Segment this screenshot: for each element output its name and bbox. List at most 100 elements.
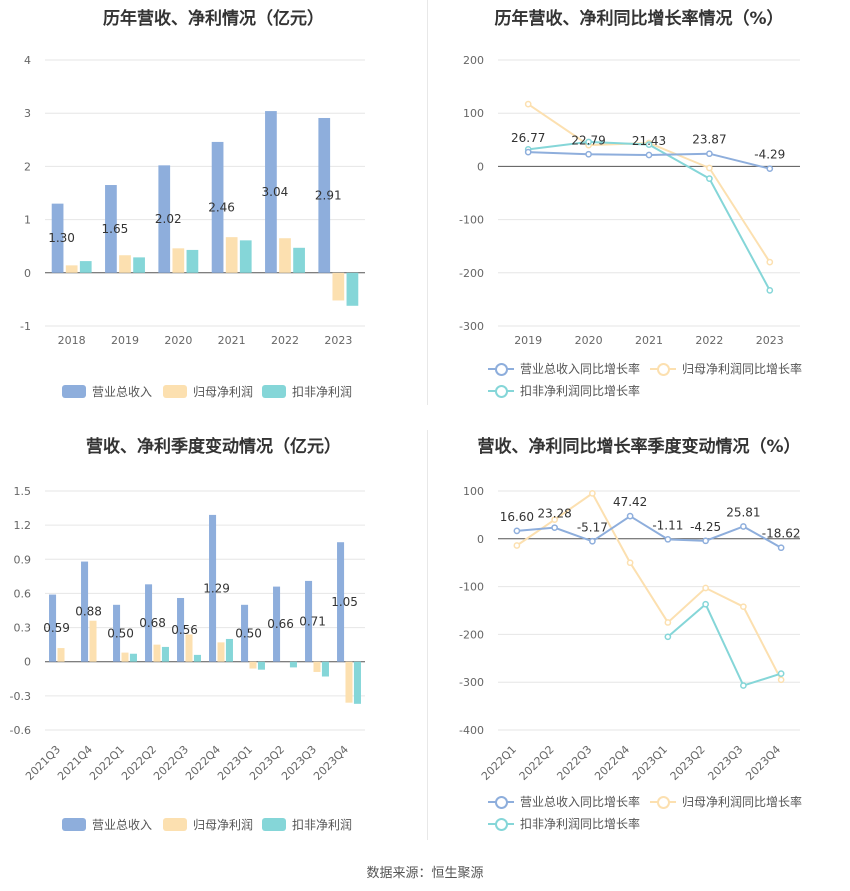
y-tick-label: 0.6 [14, 587, 32, 600]
chart-title: 营收、净利季度变动情况（亿元） [86, 437, 341, 457]
data-point [664, 535, 672, 543]
x-tick-label: 2023Q4 [743, 743, 783, 783]
bar-revenue [49, 594, 57, 662]
bar-revenue [273, 586, 281, 662]
legend-label: 归母净利润同比增长率 [682, 362, 803, 376]
data-point [524, 100, 532, 108]
data-point [524, 148, 532, 156]
y-tick-label: -0.3 [10, 690, 31, 703]
data-point [706, 175, 713, 182]
legend-label: 归母净利润 [193, 818, 254, 832]
y-tick-label: 2 [24, 160, 31, 173]
x-tick-label: 2023Q2 [668, 743, 708, 783]
legend-label: 扣非净利润同比增长率 [520, 384, 641, 398]
chart-legend: 营业总收入同比增长率 归母净利润同比增长率 扣非净利润同比增长率 [428, 360, 850, 400]
bar-nonrecurring-profit [129, 653, 137, 662]
legend-item-nonrecurring-profit[interactable]: 扣非净利润 [262, 816, 352, 833]
bar-revenue [305, 580, 313, 662]
data-point [513, 527, 521, 535]
data-label: 0.59 [43, 621, 70, 635]
data-point [740, 523, 747, 530]
y-tick-label: 100 [463, 107, 484, 120]
bar-revenue [265, 111, 277, 273]
bar-revenue [211, 141, 224, 273]
y-tick-label: 0 [477, 160, 484, 173]
legend-item-nonrecurring-growth[interactable]: 扣非净利润同比增长率 [488, 382, 640, 399]
bar-nonrecurring-profit [133, 257, 145, 273]
legend-item-parent-profit[interactable]: 归母净利润 [163, 383, 253, 400]
chart-title: 历年营收、净利情况（亿元） [103, 9, 324, 29]
x-tick-label: 2022Q2 [517, 743, 557, 783]
data-point [645, 151, 653, 159]
y-tick-label: 100 [463, 485, 484, 498]
bar-revenue [177, 597, 185, 662]
bar-parent-profit [313, 661, 321, 672]
chart-title: 营收、净利同比增长率季度变动情况（%） [477, 437, 801, 457]
legend-item-revenue-growth[interactable]: 营业总收入同比增长率 [488, 360, 640, 377]
x-tick-label: 2023Q1 [630, 743, 670, 783]
chart-legend: 营业总收入 归母净利润 扣非净利润 [0, 816, 427, 832]
data-point [777, 676, 785, 684]
data-point [551, 516, 558, 524]
bar-revenue [113, 604, 121, 662]
data-point [766, 165, 774, 173]
legend-swatch [488, 384, 514, 398]
data-point [702, 600, 709, 608]
x-tick-label: 2022 [271, 334, 299, 347]
legend-swatch [650, 362, 676, 376]
data-point [551, 524, 558, 532]
data-label: -1.11 [652, 518, 683, 532]
data-label: 0.50 [235, 626, 262, 640]
data-point [645, 141, 653, 148]
legend-item-parent-growth[interactable]: 归母净利润同比增长率 [650, 360, 802, 377]
chart-title: 历年营收、净利同比增长率情况（%） [494, 9, 784, 29]
bar-parent-profit [345, 661, 353, 703]
data-point [626, 559, 634, 567]
legend-item-nonrecurring-growth[interactable]: 扣非净利润同比增长率 [488, 815, 640, 832]
data-point [740, 603, 747, 611]
legend-item-nonrecurring-profit[interactable]: 扣非净利润 [262, 383, 352, 400]
legend-label: 营业总收入同比增长率 [520, 362, 641, 376]
legend-swatch [163, 818, 187, 831]
data-label: 0.50 [107, 626, 134, 640]
x-tick-label: 2023Q4 [311, 743, 351, 783]
data-label: 16.60 [500, 510, 534, 524]
x-tick-label: 2020 [575, 334, 603, 347]
data-label: -4.25 [690, 520, 721, 534]
y-tick-label: 0 [24, 267, 31, 280]
data-label: 21.43 [632, 134, 666, 148]
y-tick-label: -100 [459, 581, 484, 594]
bar-parent-profit [332, 272, 345, 301]
data-point [766, 287, 774, 294]
bar-nonrecurring-profit [353, 661, 361, 704]
quarterly-bar-plot: -0.6-0.300.30.60.91.21.52021Q32021Q42022… [10, 485, 365, 783]
legend-item-revenue[interactable]: 营业总收入 [62, 816, 152, 833]
y-tick-label: 1 [24, 214, 31, 227]
bar-nonrecurring-profit [193, 654, 201, 662]
data-point [589, 537, 596, 545]
legend-label: 归母净利润同比增长率 [682, 795, 803, 809]
series-line-parent [527, 103, 771, 263]
bar-revenue [51, 203, 64, 273]
bar-parent-profit [89, 620, 97, 662]
data-label: 0.66 [267, 617, 294, 631]
legend-label: 扣非净利润 [292, 818, 353, 832]
data-label: 22.79 [571, 133, 605, 147]
legend-item-parent-profit[interactable]: 归母净利润 [163, 816, 253, 833]
legend-item-parent-growth[interactable]: 归母净利润同比增长率 [650, 793, 802, 810]
legend-label: 营业总收入 [92, 818, 153, 832]
legend-swatch [262, 818, 286, 831]
y-tick-label: 4 [24, 54, 31, 67]
legend-item-revenue[interactable]: 营业总收入 [62, 383, 152, 400]
legend-item-revenue-growth[interactable]: 营业总收入同比增长率 [488, 793, 640, 810]
data-point [777, 544, 785, 552]
chart-legend: 营业总收入同比增长率 归母净利润同比增长率 扣非净利润同比增长率 [428, 793, 850, 833]
legend-swatch [650, 795, 676, 809]
data-label: 1.65 [102, 222, 129, 236]
bar-revenue [209, 514, 217, 662]
bar-revenue [145, 584, 153, 662]
series-line-nonrecurring [667, 602, 782, 687]
data-label: 0.88 [75, 605, 102, 619]
y-tick-label: -1 [20, 320, 31, 333]
y-tick-label: -300 [459, 320, 484, 333]
